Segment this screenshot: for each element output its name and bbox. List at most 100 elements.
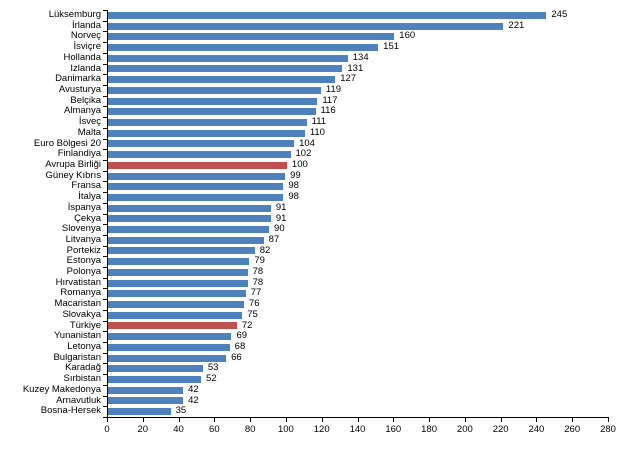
y-axis-tick: [103, 331, 107, 332]
value-label: 68: [234, 341, 246, 353]
y-axis-tick: [103, 299, 107, 300]
x-axis-tick-label: 240: [528, 424, 545, 435]
bar: [108, 33, 395, 41]
x-axis-tick: [214, 418, 216, 422]
category-label: Bosna-Hersek: [40, 405, 101, 417]
category-label: Avrupa Birliği: [45, 158, 101, 170]
bar: [108, 247, 255, 255]
value-label: 117: [322, 94, 338, 106]
category-label: İsveç: [78, 116, 101, 128]
value-label: 102: [295, 148, 312, 160]
bar: [108, 376, 202, 383]
bar-highlighted: [108, 322, 237, 330]
bar: [108, 11, 547, 19]
x-axis-tick: [285, 418, 287, 422]
x-axis-tick: [429, 418, 431, 422]
value-label: 91: [275, 201, 287, 213]
x-axis-tick-label: 20: [137, 424, 149, 435]
bar: [108, 354, 227, 362]
bar: [108, 172, 286, 180]
y-axis-tick: [103, 278, 107, 279]
x-axis-tick-label: 180: [421, 424, 437, 435]
category-label: Letonya: [67, 341, 101, 353]
value-label: 90: [274, 223, 285, 235]
value-label: 78: [252, 266, 264, 278]
value-label: 76: [248, 298, 260, 310]
value-label: 151: [383, 41, 400, 53]
category-label: Romanya: [60, 287, 101, 299]
y-axis-tick: [103, 10, 107, 11]
bar: [108, 22, 504, 30]
x-axis-tick: [393, 418, 395, 422]
category-label: Güney Kıbrıs: [45, 169, 101, 181]
value-label: 131: [347, 62, 364, 74]
x-axis-tick: [464, 418, 466, 422]
value-label: 91: [275, 212, 287, 224]
value-label: 53: [207, 362, 219, 374]
y-axis-tick: [103, 181, 107, 182]
category-label: İsviçre: [73, 41, 101, 53]
x-axis-tick: [250, 418, 252, 422]
y-axis-tick: [103, 64, 107, 65]
category-label: Avusturya: [58, 83, 101, 95]
x-axis-tick: [536, 418, 538, 422]
bar: [108, 226, 270, 234]
x-axis-tick: [321, 418, 323, 422]
y-axis-tick: [103, 74, 107, 75]
bar: [108, 365, 203, 373]
y-axis-tick: [103, 267, 107, 268]
bar-highlighted: [108, 161, 287, 169]
category-label: Estonya: [66, 255, 101, 267]
category-label: Finlandiya: [57, 148, 101, 160]
y-axis-tick: [103, 85, 107, 86]
bar: [108, 183, 284, 191]
y-axis-tick: [103, 396, 107, 397]
y-axis-tick: [103, 256, 107, 257]
y-axis-tick: [103, 417, 107, 418]
category-label: İspanya: [67, 201, 101, 213]
bar: [108, 268, 248, 276]
value-label: 98: [288, 191, 299, 203]
category-label: Hollanda: [63, 51, 102, 63]
value-label: 100: [291, 158, 308, 170]
y-axis-tick: [103, 406, 107, 407]
category-label: Izlanda: [70, 62, 101, 74]
bar: [108, 118, 307, 126]
y-axis-tick: [103, 139, 107, 140]
x-axis-tick: [107, 418, 108, 422]
bar: [108, 215, 271, 223]
bar: [108, 343, 230, 351]
bar: [108, 193, 284, 201]
y-axis-tick: [103, 224, 107, 225]
value-label: 134: [352, 51, 369, 63]
bar: [108, 397, 184, 405]
x-axis-tick: [142, 418, 144, 422]
y-axis-tick: [103, 203, 107, 204]
x-axis-tick-label: 60: [209, 424, 220, 435]
y-axis-tick: [103, 96, 107, 97]
value-label: 79: [254, 255, 265, 267]
category-label: Norveç: [70, 30, 101, 42]
category-label: Bulgaristan: [53, 351, 101, 363]
x-axis-tick: [500, 418, 502, 422]
bar: [108, 129, 305, 137]
value-label: 72: [241, 319, 253, 331]
category-label: Portekiz: [66, 244, 101, 256]
x-axis-tick-label: 0: [104, 424, 110, 435]
y-axis-tick: [103, 21, 107, 22]
y-axis-tick: [103, 321, 107, 322]
category-label: Karadağ: [65, 362, 101, 374]
category-label: Litvanya: [65, 233, 101, 245]
bar: [108, 258, 250, 266]
x-axis-tick-label: 260: [564, 424, 581, 435]
value-label: 160: [399, 30, 416, 42]
x-axis-tick-label: 280: [600, 424, 616, 435]
y-axis-tick: [103, 342, 107, 343]
y-axis-tick: [103, 31, 107, 32]
x-axis-tick-label: 100: [277, 424, 294, 435]
value-label: 99: [290, 169, 301, 181]
y-axis-tick: [103, 235, 107, 236]
x-axis-tick-label: 160: [385, 424, 402, 435]
category-label: Türkiye: [69, 319, 101, 331]
x-axis-tick-label: 120: [313, 424, 330, 435]
